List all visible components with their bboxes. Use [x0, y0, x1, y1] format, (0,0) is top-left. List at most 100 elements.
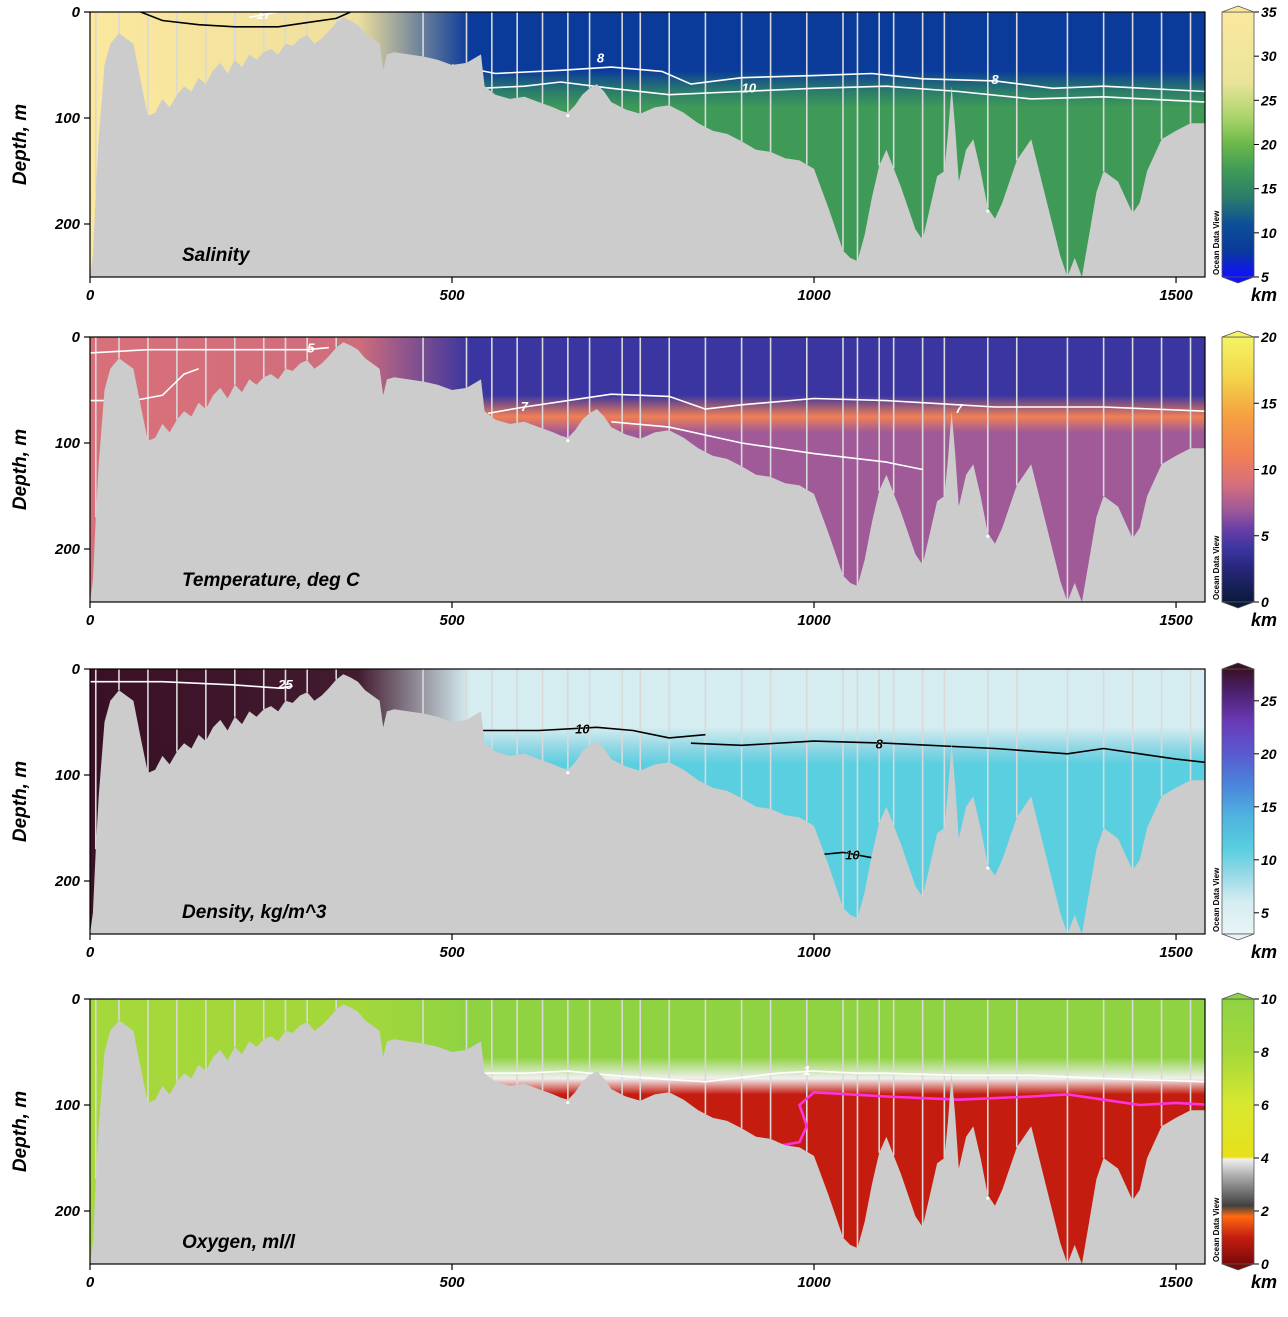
colorbar-tick-label: 5	[1261, 269, 1269, 285]
station-bottom-dot	[566, 1101, 570, 1105]
colorbar	[1221, 998, 1255, 1265]
seafloor-mask	[90, 17, 1205, 277]
contour-label: 7	[521, 399, 529, 414]
x-axis-unit: km	[1251, 285, 1277, 305]
y-axis-label: Depth, m	[10, 761, 31, 842]
y-tick-label: 200	[54, 1203, 81, 1220]
x-tick-label: 0	[86, 1274, 95, 1291]
section-field: 25 10 8 10	[90, 669, 1205, 934]
colorbar-tick-label: 8	[1261, 1044, 1269, 1060]
station-bottom-dot	[986, 534, 990, 538]
y-tick-label: 0	[72, 661, 81, 678]
x-tick-label: 1500	[1159, 1274, 1193, 1291]
contour-label: 8	[991, 72, 999, 87]
colorbar	[1221, 11, 1255, 278]
seafloor-mask	[90, 342, 1205, 602]
y-tick-label: 100	[55, 767, 81, 784]
colorbar-tick-label: 15	[1261, 799, 1277, 815]
plot-frame	[89, 668, 1206, 935]
x-tick-label: 500	[439, 287, 465, 304]
contour-label: 7	[955, 401, 963, 416]
contour-line	[755, 1090, 1205, 1152]
y-tick-label: 100	[55, 1097, 81, 1114]
station-bottom-dot	[986, 1196, 990, 1200]
contour-line	[480, 81, 1205, 103]
y-tick-label: 100	[55, 110, 81, 127]
colorbar-tick-label: 2	[1260, 1203, 1269, 1219]
colorbar-tick-label: 5	[1261, 528, 1269, 544]
contour-label: 10	[845, 848, 860, 863]
x-tick-label: 500	[439, 1274, 465, 1291]
y-tick-label: 100	[55, 435, 81, 452]
x-tick-label: 1000	[797, 612, 831, 629]
y-axis-label: Depth, m	[10, 104, 31, 185]
colorbar-min-arrow	[1221, 933, 1255, 941]
colorbar-tick-label: 6	[1261, 1097, 1269, 1113]
x-tick-label: 0	[86, 612, 95, 629]
colorbar-tick-label: 20	[1260, 329, 1277, 345]
station-bottom-dot	[566, 771, 570, 775]
plot-frame	[89, 998, 1206, 1265]
station-bottom-dot	[566, 439, 570, 443]
y-tick-label: 200	[54, 541, 81, 558]
panel-title: Salinity	[182, 245, 251, 266]
colorbar-tick-label: 4	[1260, 1150, 1269, 1166]
contour-label: 10	[742, 80, 757, 95]
panel-title: Temperature, deg C	[182, 570, 360, 591]
colorbar	[1221, 668, 1255, 935]
colorbar-max-arrow	[1221, 330, 1255, 338]
station-bottom-dot	[986, 866, 990, 870]
station-bottom-dot	[986, 209, 990, 213]
contour-line	[481, 1070, 1205, 1083]
odv-watermark: Ocean Data View	[1212, 1197, 1221, 1262]
colorbar-max-arrow	[1221, 662, 1255, 670]
x-tick-label: 1500	[1159, 612, 1193, 629]
contour-line	[451, 64, 1205, 93]
x-tick-label: 0	[86, 944, 95, 961]
y-tick-label: 0	[72, 329, 81, 346]
colorbar-tick-label: 10	[1261, 462, 1277, 478]
section-field: 1	[90, 999, 1205, 1264]
colorbar	[1221, 336, 1255, 603]
plot-frame	[89, 336, 1206, 603]
colorbar-tick-label: 15	[1261, 395, 1277, 411]
contour-label: 10	[575, 721, 590, 736]
contour-line	[90, 346, 329, 354]
colorbar-tick-label: 0	[1261, 594, 1269, 610]
y-axis-label: Depth, m	[10, 1091, 31, 1172]
colorbar-tick-label: 0	[1261, 1256, 1269, 1272]
contour-line	[821, 851, 873, 859]
odv-watermark: Ocean Data View	[1212, 535, 1221, 600]
odv-watermark: Ocean Data View	[1212, 210, 1221, 275]
y-tick-label: 0	[72, 991, 81, 1008]
contour-line	[90, 680, 293, 689]
colorbar-tick-label: 25	[1260, 693, 1277, 709]
odv-watermark: Ocean Data View	[1212, 867, 1221, 932]
colorbar-min-arrow	[1221, 601, 1255, 609]
contour-line	[140, 12, 351, 28]
y-tick-label: 200	[54, 873, 81, 890]
x-tick-label: 500	[439, 612, 465, 629]
x-tick-label: 1000	[797, 1274, 831, 1291]
x-tick-label: 1000	[797, 287, 831, 304]
contour-label: 1	[803, 1063, 810, 1078]
colorbar-max-arrow	[1221, 992, 1255, 1000]
seafloor-mask	[90, 1004, 1205, 1264]
x-tick-label: 1000	[797, 944, 831, 961]
contour-line	[611, 421, 923, 471]
colorbar-tick-label: 35	[1261, 4, 1277, 20]
contour-line	[690, 740, 1205, 764]
colorbar-tick-label: 20	[1260, 746, 1277, 762]
x-axis-unit: km	[1251, 1272, 1277, 1292]
colorbar-tick-label: 30	[1261, 48, 1277, 64]
contour-line	[481, 726, 706, 739]
colorbar-min-arrow	[1221, 1263, 1255, 1271]
contour-line	[249, 12, 279, 19]
colorbar-min-arrow	[1221, 276, 1255, 284]
colorbar-tick-label: 15	[1261, 181, 1277, 197]
contour-label: 17	[257, 7, 272, 22]
